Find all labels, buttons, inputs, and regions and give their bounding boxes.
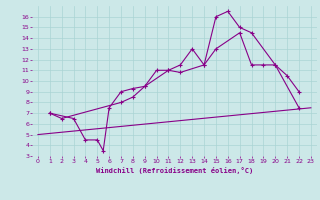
X-axis label: Windchill (Refroidissement éolien,°C): Windchill (Refroidissement éolien,°C): [96, 167, 253, 174]
